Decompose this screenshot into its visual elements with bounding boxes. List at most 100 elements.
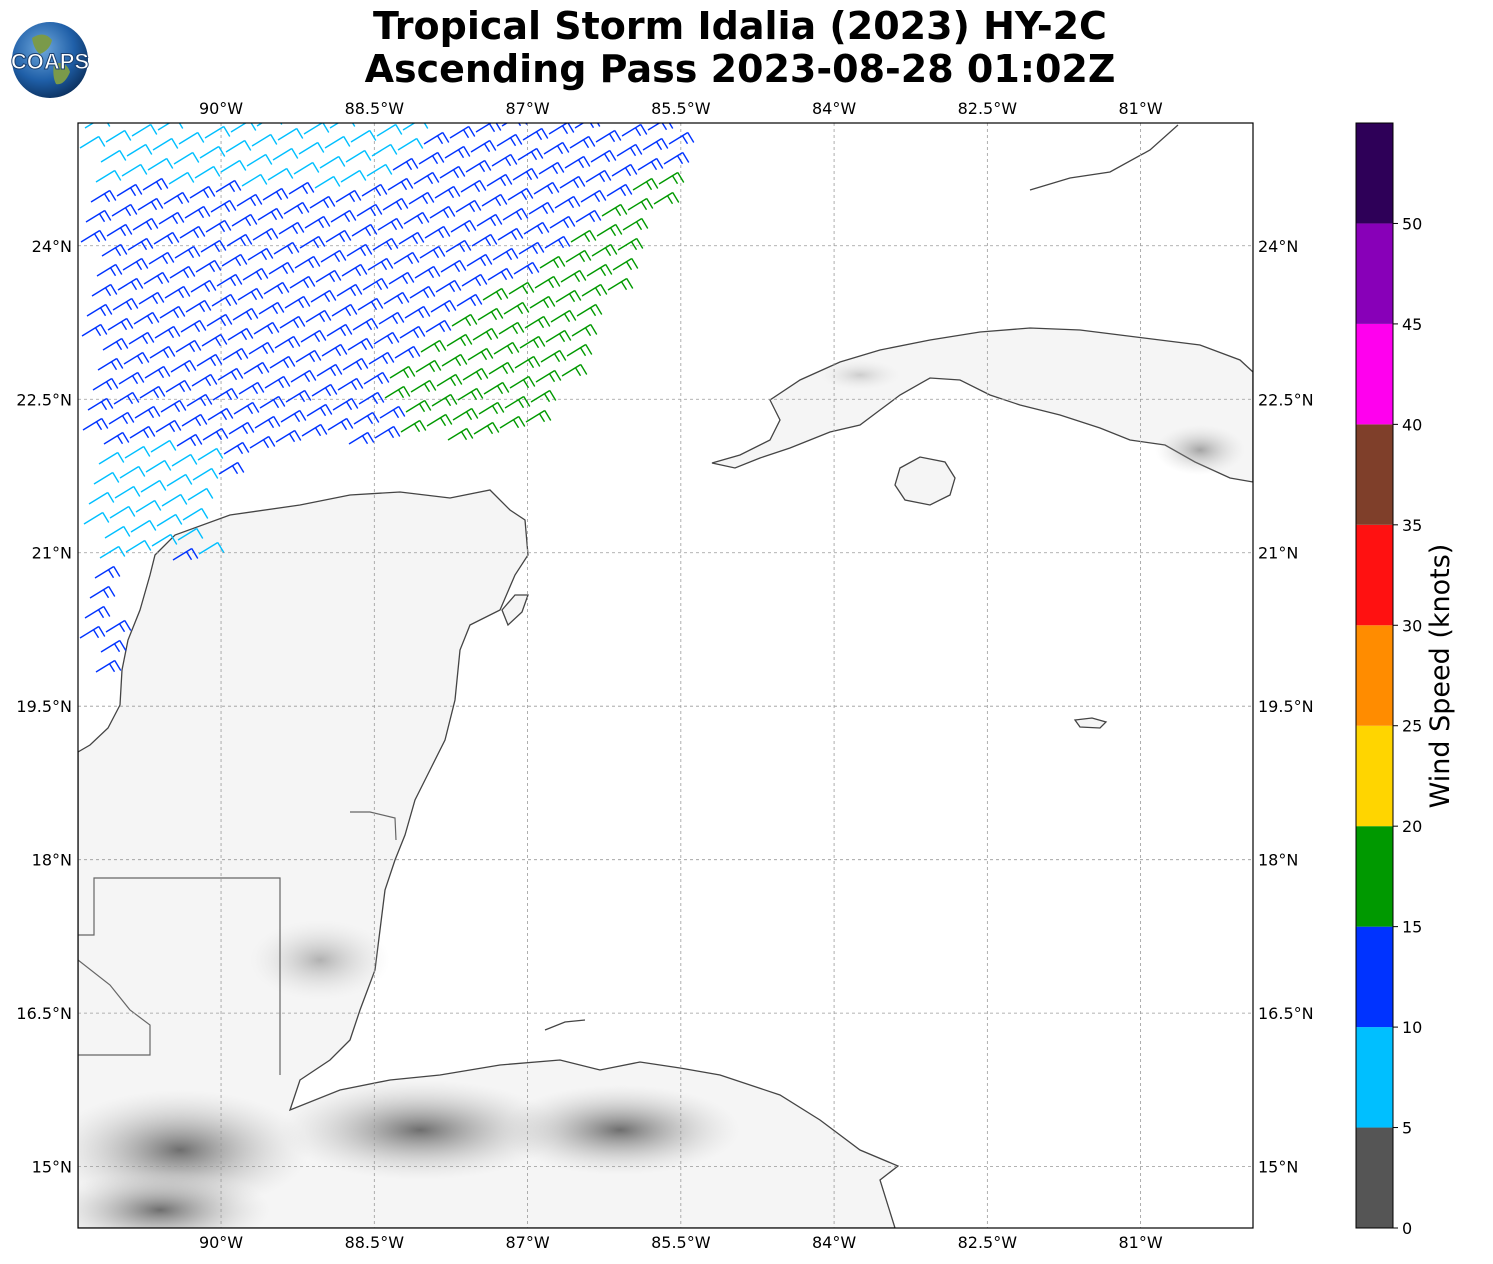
- wind-barb: [154, 325, 181, 339]
- wind-barb: [152, 137, 179, 151]
- wind-barb: [314, 175, 341, 189]
- top-lon-tick-label: 88.5°W: [345, 99, 405, 118]
- wind-barb: [298, 141, 325, 155]
- wind-barb: [198, 541, 225, 555]
- wind-barb: [151, 533, 178, 547]
- wind-barb: [272, 147, 299, 161]
- wind-barb: [514, 355, 541, 369]
- wind-barb: [455, 199, 482, 213]
- wind-barb: [95, 169, 122, 183]
- wind-barb: [264, 375, 291, 389]
- wind-barb: [246, 153, 273, 167]
- wind-barb: [549, 215, 576, 229]
- wind-barb: [607, 277, 634, 291]
- wind-barb: [450, 219, 477, 233]
- bottom-lon-tick-label: 82.5°W: [958, 1233, 1018, 1252]
- colorbar-bin: [1356, 1027, 1393, 1128]
- wind-barb: [192, 467, 219, 481]
- wind-barb: [90, 189, 117, 203]
- wind-barb: [105, 129, 132, 143]
- wind-barb: [256, 123, 283, 127]
- wind-barb: [144, 365, 171, 379]
- wind-barb: [119, 465, 146, 479]
- colorbar-tick-label: 5: [1402, 1119, 1412, 1138]
- wind-barb: [288, 181, 315, 195]
- wind-barb: [403, 211, 430, 225]
- wind-barb: [204, 125, 231, 139]
- wind-barb: [497, 227, 524, 241]
- top-lon-tick-label: 84°W: [812, 99, 856, 118]
- wind-barb: [429, 205, 456, 219]
- wind-barb: [336, 283, 363, 297]
- colorbar-bin: [1356, 323, 1393, 425]
- axis-tick-labels: 90°W 90°W 88.5°W 88.5°W 87°W 87°W 85.5°W 85.5°W…: [16, 99, 1313, 1252]
- wind-barb: [561, 363, 588, 377]
- wind-barb: [126, 143, 153, 157]
- wind-barb: [462, 367, 489, 381]
- wind-barb: [155, 419, 182, 433]
- wind-barb: [114, 485, 141, 499]
- wind-barb: [456, 293, 483, 307]
- wind-barb: [220, 159, 247, 173]
- wind-barb: [310, 289, 337, 303]
- wind-barb: [315, 269, 342, 283]
- wind-barb: [388, 271, 415, 285]
- wind-barb: [351, 223, 378, 237]
- wind-barb: [535, 369, 562, 383]
- wind-barb: [431, 393, 458, 407]
- wind-barb: [466, 253, 493, 267]
- wind-barb: [580, 189, 607, 203]
- yucatan-landmass: [78, 489, 900, 1228]
- wind-barb: [543, 141, 570, 155]
- wind-barb: [127, 237, 154, 251]
- terrain-shading: [78, 360, 1245, 1228]
- colorbar-frame: [1355, 122, 1394, 1229]
- wind-barb: [131, 123, 158, 137]
- wind-barb: [156, 513, 183, 527]
- wind-barb: [332, 397, 359, 411]
- wind-barb: [87, 397, 114, 411]
- wind-barb: [539, 255, 566, 269]
- wind-barb: [85, 209, 112, 223]
- wind-barb: [335, 189, 362, 203]
- wind-barb: [248, 341, 275, 355]
- wind-barb: [304, 215, 331, 229]
- wind-barb: [187, 487, 214, 501]
- wind-barb: [236, 193, 263, 207]
- florida-keys: [1029, 124, 1179, 191]
- wind-barb: [585, 169, 612, 183]
- wind-barb: [326, 323, 353, 337]
- left-lat-tick-label: 18°N: [32, 851, 72, 870]
- wind-barb: [274, 335, 301, 349]
- wind-barb: [134, 405, 161, 419]
- wind-barb: [130, 519, 157, 533]
- wind-barb: [303, 123, 330, 135]
- bottom-lon-tick-label: 81°W: [1119, 1233, 1163, 1252]
- wind-barb: [100, 149, 127, 163]
- wind-barb: [166, 473, 193, 487]
- wind-barb: [502, 207, 529, 221]
- wind-barb: [439, 165, 466, 179]
- wind-barb: [280, 409, 307, 423]
- wind-barb: [575, 209, 602, 223]
- wind-barb: [653, 191, 680, 205]
- wind-barb: [533, 181, 560, 195]
- wind-barb: [118, 371, 145, 385]
- wind-barb: [366, 163, 393, 177]
- wind-barb: [498, 321, 525, 335]
- wind-barb: [387, 177, 414, 191]
- wind-barb: [496, 133, 523, 147]
- wind-barb: [88, 491, 115, 505]
- wind-barb: [222, 347, 249, 361]
- wind-barb: [190, 279, 217, 293]
- wind-barb: [457, 387, 484, 401]
- wind-barb: [632, 177, 659, 191]
- right-lat-tick-label: 21°N: [1258, 544, 1298, 563]
- wind-barb: [216, 273, 243, 287]
- wind-barb: [410, 379, 437, 393]
- wind-barb: [82, 417, 109, 431]
- wind-barb: [161, 493, 188, 507]
- wind-barb: [398, 231, 425, 245]
- right-lat-tick-label: 15°N: [1258, 1158, 1298, 1177]
- wind-barb: [352, 317, 379, 331]
